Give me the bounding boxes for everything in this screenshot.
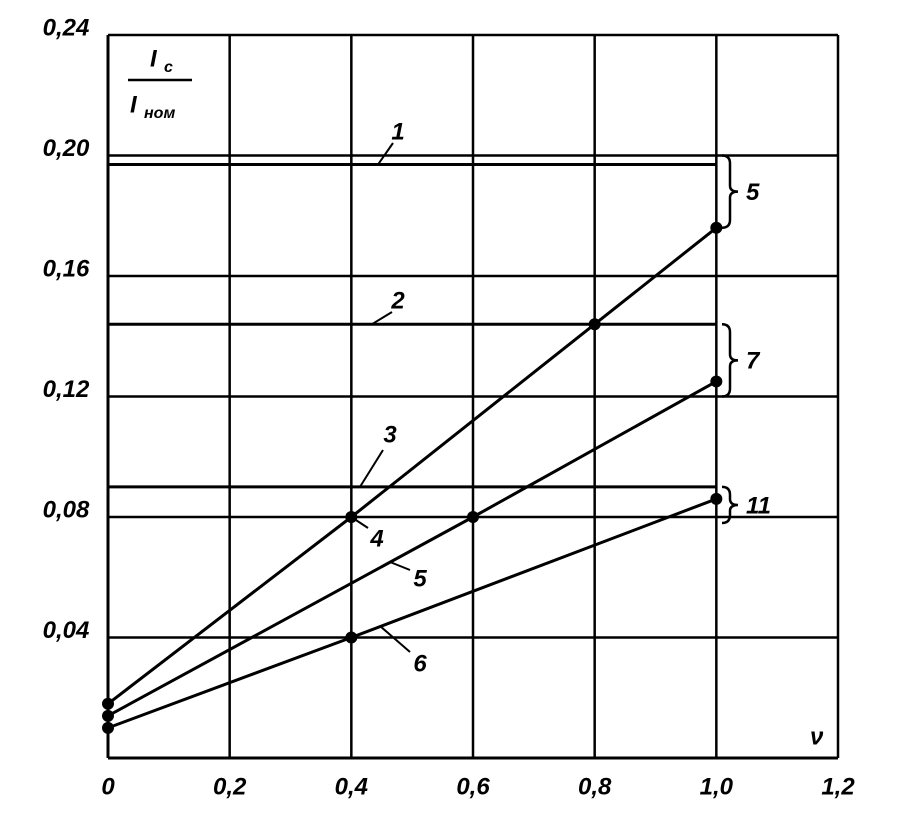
x-tick-label: 1,0 — [700, 773, 734, 800]
data-point — [102, 721, 114, 734]
series-label: 3 — [383, 421, 397, 448]
x-tick-label: 0 — [101, 773, 115, 800]
data-point — [588, 318, 601, 331]
bracket-label: 5 — [746, 179, 760, 206]
x-tick-label: 1,2 — [821, 773, 855, 800]
leader-line — [371, 311, 393, 326]
y-label-numerator-sub: c — [164, 59, 173, 76]
series-line — [107, 226, 718, 705]
bracket — [721, 322, 739, 398]
leader-line — [377, 142, 394, 166]
data-point — [710, 375, 723, 388]
data-point — [467, 511, 479, 523]
leader-line — [350, 516, 369, 529]
x-tick-label: 0,4 — [335, 773, 368, 800]
y-tick-label: 0,20 — [43, 135, 90, 162]
y-tick-label: 0,04 — [43, 617, 90, 644]
y-label-numerator: I — [150, 45, 158, 72]
data-point — [710, 221, 723, 234]
bracket-label: 11 — [746, 492, 771, 519]
data-point — [102, 697, 114, 710]
series-label: 5 — [413, 565, 427, 592]
bracket — [721, 154, 739, 230]
y-axis-label: I c I ном — [128, 45, 192, 122]
data-point — [102, 709, 114, 722]
series-label: 1 — [391, 118, 404, 145]
leader-line — [359, 449, 384, 488]
data-point — [345, 631, 358, 644]
y-tick-label: 0,16 — [43, 255, 90, 282]
bracket-label: 7 — [746, 348, 761, 375]
y-tick-label: 0,24 — [43, 14, 90, 41]
x-tick-label: 0,6 — [456, 773, 490, 800]
y-label-denominator-sub: ном — [144, 105, 175, 122]
series-label: 2 — [390, 287, 405, 314]
y-label-denominator: I — [130, 91, 138, 118]
data-point — [710, 492, 723, 505]
y-tick-label: 0,12 — [43, 376, 90, 403]
x-axis-label: ν — [810, 723, 824, 750]
x-tick-label: 0,2 — [213, 773, 247, 800]
series-label: 6 — [413, 650, 427, 677]
leader-line — [389, 561, 411, 571]
leader-line — [379, 625, 411, 653]
y-tick-label: 0,08 — [43, 496, 90, 523]
x-tick-label: 0,8 — [578, 773, 612, 800]
series-label: 4 — [369, 525, 383, 552]
bracket — [721, 485, 739, 525]
